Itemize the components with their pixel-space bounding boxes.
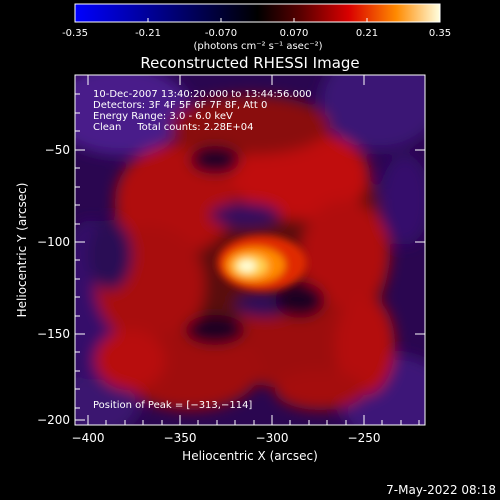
observation-time-range: 10-Dec-2007 13:40:20.000 to 13:44:56.000 xyxy=(93,89,312,100)
plot-title: Reconstructed RHESSI Image xyxy=(140,54,359,72)
detectors-info: Detectors: 3F 4F 5F 6F 7F 8F, Att 0 xyxy=(93,100,267,111)
colorbar-tick-label: -0.070 xyxy=(205,28,237,39)
timestamp: 7-May-2022 08:18 xyxy=(386,483,496,497)
colorbar-units-label: (photons cm⁻² s⁻¹ asec⁻²) xyxy=(193,41,322,52)
y-tick-label: −200 xyxy=(37,413,70,427)
y-tick-label: −150 xyxy=(37,327,70,341)
y-tick-label: −100 xyxy=(37,235,70,249)
x-tick-label: −300 xyxy=(256,431,289,445)
x-tick-label: −400 xyxy=(72,431,105,445)
colorbar: -0.35 -0.21 -0.070 0.070 0.21 0.35 (phot… xyxy=(62,3,451,52)
colorbar-tick-label: 0.21 xyxy=(356,28,378,39)
colorbar-tick-label: 0.070 xyxy=(280,28,309,39)
colorbar-tick-label: 0.35 xyxy=(429,28,451,39)
x-tick-label: −350 xyxy=(164,431,197,445)
y-axis-label: Heliocentric Y (arcsec) xyxy=(15,183,29,318)
peak-position-label: Position of Peak = [−313,−114] xyxy=(93,400,252,411)
x-tick-label: −250 xyxy=(348,431,381,445)
colorbar-tick-label: -0.21 xyxy=(135,28,161,39)
x-axis-label: Heliocentric X (arcsec) xyxy=(182,449,318,463)
clean-total-counts-info: Clean Total counts: 2.28E+04 xyxy=(93,122,253,133)
energy-range-info: Energy Range: 3.0 - 6.0 keV xyxy=(93,111,233,122)
y-tick-label: −50 xyxy=(45,143,70,157)
plot-axes xyxy=(74,74,426,426)
colorbar-tick-label: -0.35 xyxy=(62,28,88,39)
rhessi-image xyxy=(75,75,425,425)
